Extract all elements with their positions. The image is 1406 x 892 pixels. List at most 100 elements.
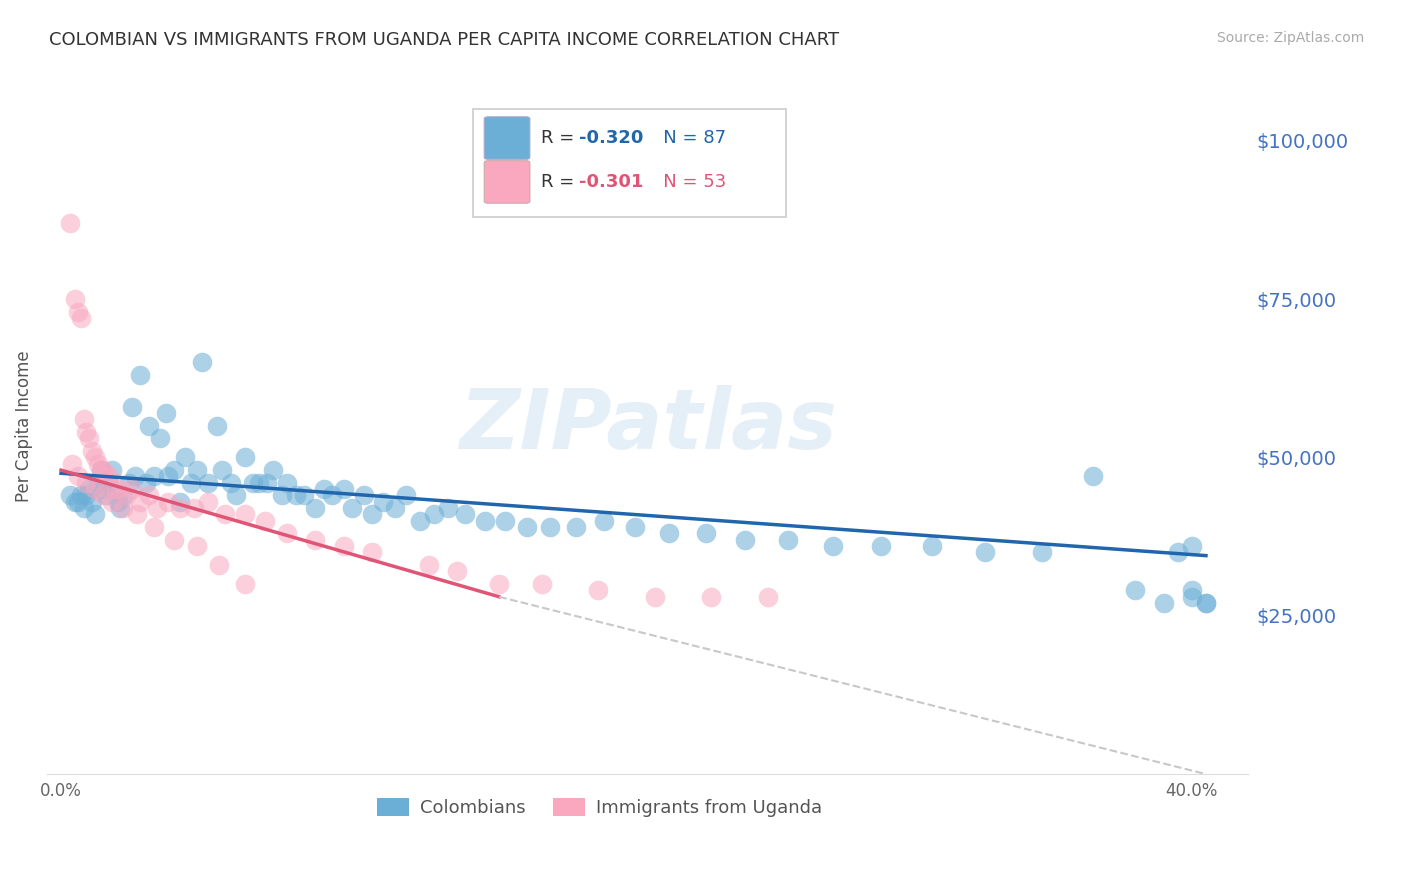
Point xyxy=(474,514,496,528)
Point xyxy=(79,482,101,496)
Point xyxy=(90,463,112,477)
Point xyxy=(488,577,510,591)
Point xyxy=(233,577,256,591)
Point xyxy=(186,463,208,477)
Text: R =: R = xyxy=(541,129,579,147)
Point xyxy=(174,450,197,465)
Point xyxy=(96,488,118,502)
Point xyxy=(292,488,315,502)
Point xyxy=(98,469,121,483)
Point xyxy=(107,495,129,509)
Text: N = 53: N = 53 xyxy=(647,173,727,191)
Point xyxy=(124,469,146,483)
Point xyxy=(361,545,384,559)
Point xyxy=(58,216,80,230)
Point xyxy=(112,501,135,516)
Point xyxy=(90,463,112,477)
Text: N = 87: N = 87 xyxy=(647,129,727,147)
Point xyxy=(1167,545,1189,559)
Point xyxy=(155,406,177,420)
Point xyxy=(658,526,681,541)
Point xyxy=(157,495,180,509)
Point xyxy=(191,355,214,369)
Point xyxy=(149,432,172,446)
Point xyxy=(373,495,395,509)
Point xyxy=(270,488,292,502)
Point xyxy=(101,463,124,477)
Point xyxy=(276,526,298,541)
Point xyxy=(87,475,110,490)
Point xyxy=(1195,596,1218,610)
Point xyxy=(146,501,169,516)
Point xyxy=(332,539,354,553)
Point xyxy=(82,495,104,509)
Point xyxy=(353,488,375,502)
Point xyxy=(530,577,553,591)
Point xyxy=(66,495,89,509)
Point xyxy=(93,482,115,496)
Text: Source: ZipAtlas.com: Source: ZipAtlas.com xyxy=(1216,31,1364,45)
Point xyxy=(1181,539,1204,553)
Point xyxy=(110,501,132,516)
Point xyxy=(276,475,298,490)
Point xyxy=(129,368,152,383)
Point xyxy=(1123,583,1146,598)
Point xyxy=(409,514,432,528)
Point xyxy=(180,475,202,490)
Point xyxy=(101,495,124,509)
Point xyxy=(592,514,614,528)
Point xyxy=(121,482,143,496)
Point xyxy=(96,469,118,483)
Point xyxy=(284,488,307,502)
Point xyxy=(63,292,86,306)
Point xyxy=(395,488,418,502)
Point xyxy=(262,463,284,477)
Point xyxy=(143,469,166,483)
Point xyxy=(163,463,186,477)
Point xyxy=(93,488,115,502)
Point xyxy=(418,558,440,573)
Point xyxy=(69,311,91,326)
Point xyxy=(1153,596,1175,610)
Point xyxy=(304,533,326,547)
Point xyxy=(197,495,219,509)
Point xyxy=(214,508,236,522)
Point xyxy=(58,488,80,502)
Point xyxy=(564,520,586,534)
Point xyxy=(253,514,276,528)
Point xyxy=(211,463,233,477)
Point xyxy=(98,475,121,490)
Point xyxy=(644,590,666,604)
Text: -0.301: -0.301 xyxy=(579,173,644,191)
Point xyxy=(256,475,278,490)
Point xyxy=(115,488,138,502)
Point xyxy=(84,450,107,465)
Point xyxy=(87,457,110,471)
Point xyxy=(93,463,115,477)
Point xyxy=(112,488,135,502)
FancyBboxPatch shape xyxy=(474,109,786,217)
Legend: Colombians, Immigrants from Uganda: Colombians, Immigrants from Uganda xyxy=(370,791,830,824)
Point xyxy=(869,539,891,553)
Point xyxy=(342,501,364,516)
FancyBboxPatch shape xyxy=(484,117,530,160)
Point xyxy=(437,501,460,516)
Point xyxy=(494,514,516,528)
Point xyxy=(538,520,561,534)
Point xyxy=(700,590,723,604)
Point xyxy=(197,475,219,490)
Point xyxy=(821,539,844,553)
Point xyxy=(233,508,256,522)
Point xyxy=(104,482,127,496)
Point xyxy=(60,457,83,471)
FancyBboxPatch shape xyxy=(484,161,530,203)
Point xyxy=(82,444,104,458)
Point xyxy=(84,482,107,496)
Point xyxy=(118,475,141,490)
Point xyxy=(454,508,477,522)
Point xyxy=(304,501,326,516)
Point xyxy=(734,533,756,547)
Point xyxy=(242,475,264,490)
Point xyxy=(208,558,231,573)
Text: R =: R = xyxy=(541,173,579,191)
